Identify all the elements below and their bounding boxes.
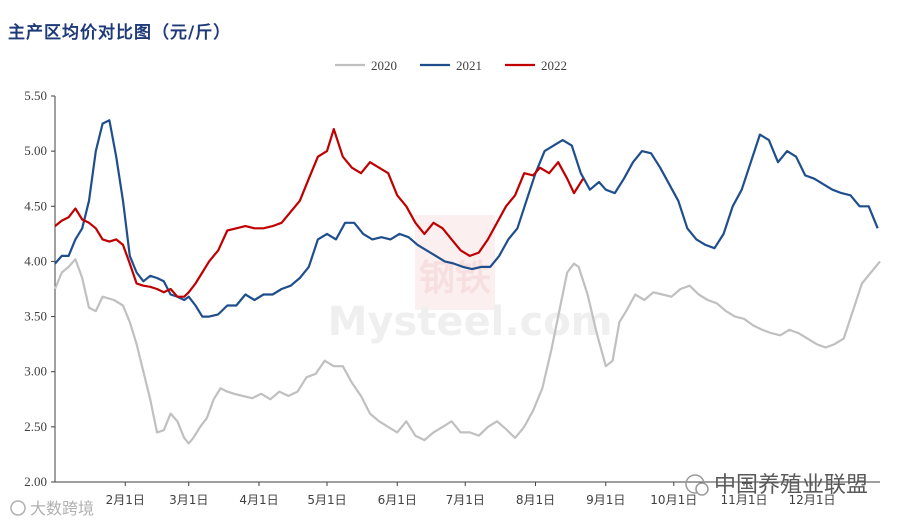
y-tick-label: 5.50: [24, 88, 47, 103]
y-tick-label: 2.00: [24, 474, 47, 489]
y-tick-label: 4.50: [24, 198, 47, 213]
x-tick-label: 6月1日: [378, 493, 417, 507]
y-tick-label: 5.00: [24, 143, 47, 158]
series-line-2020: [53, 258, 881, 445]
y-tick-label: 3.50: [24, 309, 47, 324]
legend-label-2022: 2022: [541, 58, 567, 73]
wechat-account-name: 中国养殖业联盟: [714, 473, 868, 498]
y-tick-label: 3.00: [24, 364, 47, 379]
x-tick-label: 10月1日: [650, 493, 697, 507]
series-line-2021: [54, 119, 879, 318]
x-tick-label: 4月1日: [239, 493, 278, 507]
x-tick-label: 9月1日: [586, 493, 625, 507]
legend-label-2021: 2021: [456, 58, 482, 73]
x-tick-label: 12月1日: [789, 493, 836, 507]
x-tick-label: 5月1日: [307, 493, 346, 507]
corner-watermark: 大数跨境: [10, 499, 94, 518]
x-tick-label: 3月1日: [169, 493, 208, 507]
corner-watermark-icon: [10, 500, 26, 516]
series-line-2022: [54, 128, 585, 298]
x-tick-label: 2月1日: [106, 493, 145, 507]
mysteel-watermark: 钢铁 Mysteel.com: [328, 215, 613, 345]
x-tick-label: 8月1日: [516, 493, 555, 507]
legend-label-2020: 2020: [371, 58, 397, 73]
watermark-en: Mysteel.com: [328, 299, 613, 345]
x-tick-label: 7月1日: [446, 493, 485, 507]
chart-title: 主产区均价对比图（元/斤）: [8, 23, 232, 43]
y-tick-label: 4.00: [24, 253, 47, 268]
wechat-icon-inner: [695, 482, 709, 496]
y-tick-label: 2.50: [24, 419, 47, 434]
x-tick-label: 11月1日: [721, 493, 768, 507]
wechat-watermark: 中国养殖业联盟: [685, 473, 868, 498]
corner-watermark-text: 大数跨境: [30, 499, 94, 518]
